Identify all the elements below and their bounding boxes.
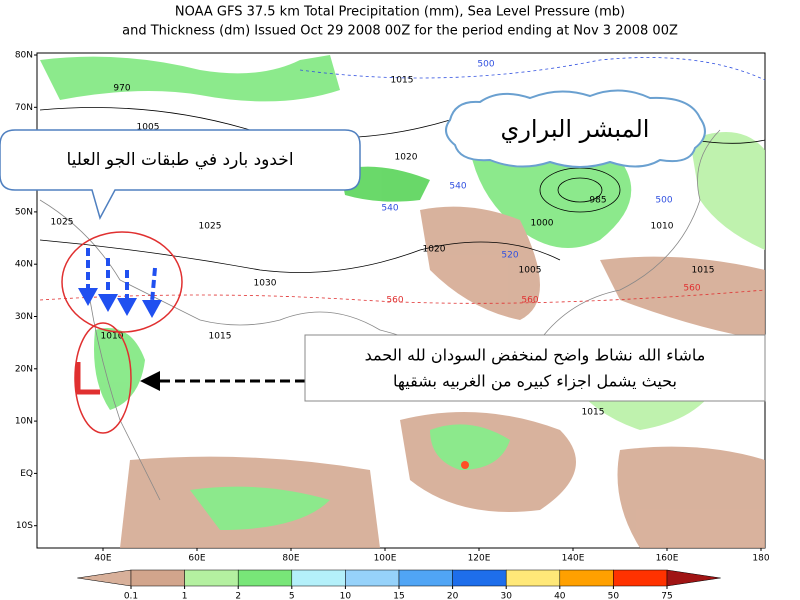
pointer-head bbox=[140, 371, 160, 391]
colorbar: 0.1 1 2 5 10 15 20 30 40 50 75 bbox=[77, 569, 721, 600]
colorbar-end bbox=[666, 569, 721, 587]
contour-label: 1000 bbox=[531, 219, 554, 229]
note-line: بحيث يشمل اجزاء كبيره من الغربيه بشقيها bbox=[393, 372, 677, 392]
lon-label: 60E bbox=[188, 554, 205, 564]
lat-label: 30N bbox=[15, 312, 33, 322]
title-line: and Thickness (dm) Issued Oct 29 2008 00… bbox=[122, 24, 678, 39]
contour-label: 1010 bbox=[651, 222, 674, 232]
lat-label: 20N bbox=[15, 364, 33, 374]
lon-label: 180 bbox=[752, 554, 769, 564]
colorbar-segment bbox=[130, 569, 185, 587]
contour-label: 1030 bbox=[254, 279, 277, 289]
lat-label: 10N bbox=[15, 417, 33, 427]
contour-label: 1015 bbox=[582, 408, 605, 418]
colorbar-label: 15 bbox=[393, 592, 404, 600]
lat-label: EQ bbox=[20, 469, 33, 479]
colorbar-label: 50 bbox=[608, 592, 620, 600]
trough-circle bbox=[61, 231, 183, 333]
contour-label: 500 bbox=[655, 196, 672, 206]
lon-label: 140E bbox=[562, 554, 585, 564]
contour-label: 1005 bbox=[137, 123, 160, 133]
contour-label: 1015 bbox=[209, 332, 232, 342]
contour-label: 540 bbox=[381, 204, 398, 214]
contour-label: 1005 bbox=[519, 266, 542, 276]
contour-label: 985 bbox=[589, 196, 606, 206]
lat-label: 40N bbox=[15, 260, 33, 270]
lat-label: 50N bbox=[15, 207, 33, 217]
colorbar-label: 0.1 bbox=[124, 592, 138, 600]
blue-arrows bbox=[78, 248, 162, 318]
title-line: NOAA GFS 37.5 km Total Precipitation (mm… bbox=[175, 5, 625, 20]
lat-label: 80N bbox=[15, 51, 33, 61]
map-labels: 80N70N60N50N40N30N20N10NEQ10S40E60E80E10… bbox=[15, 51, 770, 564]
lon-label: 160E bbox=[656, 554, 679, 564]
speech-bubble bbox=[0, 129, 361, 220]
trough-text: اخدود بارد في طبقات الجو العليا bbox=[66, 150, 293, 170]
cloud-shape bbox=[445, 89, 706, 168]
contour-label: 1015 bbox=[692, 266, 715, 276]
low-marker bbox=[75, 362, 100, 395]
colorbar-label: 2 bbox=[235, 592, 241, 600]
contour-label: 1025 bbox=[51, 218, 74, 228]
colorbar-segment bbox=[505, 569, 561, 587]
contour-label: 500 bbox=[477, 60, 494, 70]
colorbar-segment bbox=[452, 569, 507, 587]
colorbar-label: 10 bbox=[340, 592, 352, 600]
contour-label: 560 bbox=[521, 296, 538, 306]
note-line: ماشاء الله نشاط واضح لمنخفض السودان لله … bbox=[365, 346, 706, 366]
lon-label: 100E bbox=[374, 554, 397, 564]
contour-label: 560 bbox=[386, 296, 403, 306]
colorbar-segment bbox=[398, 569, 453, 587]
colorbar-segment bbox=[345, 569, 400, 587]
colorbar-label: 40 bbox=[554, 592, 566, 600]
contour-label: 1020 bbox=[423, 245, 446, 255]
cloud-text: المبشر البراري bbox=[501, 115, 650, 143]
contour-label: 560 bbox=[683, 284, 700, 294]
contour-label: 1015 bbox=[391, 76, 414, 86]
low-circle bbox=[74, 322, 132, 434]
colorbar-label: 75 bbox=[661, 592, 672, 600]
lon-label: 80E bbox=[282, 554, 299, 564]
lon-label: 120E bbox=[468, 554, 491, 564]
annotations: المبشر البراري اخدود بارد في طبقات الجو … bbox=[0, 89, 766, 434]
colorbar-segment bbox=[291, 569, 346, 587]
colorbar-label: 20 bbox=[447, 592, 459, 600]
note-box bbox=[304, 334, 766, 402]
lat-label: 10S bbox=[16, 521, 33, 531]
colorbar-label: 5 bbox=[289, 592, 295, 600]
contour-label: 540 bbox=[449, 182, 466, 192]
colorbar-label: 30 bbox=[500, 592, 512, 600]
colorbar-segment bbox=[613, 569, 668, 587]
colorbar-segment bbox=[559, 569, 614, 587]
lat-label: 70N bbox=[15, 103, 33, 113]
contour-label: 1025 bbox=[199, 222, 222, 232]
contour-label: 520 bbox=[501, 251, 518, 261]
colorbar-label: 1 bbox=[182, 592, 188, 600]
colorbar-segment bbox=[184, 569, 239, 587]
colorbar-segment bbox=[237, 569, 293, 587]
lon-label: 40E bbox=[94, 554, 111, 564]
contour-label: 1020 bbox=[395, 153, 418, 163]
colorbar-end bbox=[77, 569, 132, 587]
contour-label: 1010 bbox=[101, 332, 124, 342]
contour-label: 970 bbox=[113, 84, 130, 94]
